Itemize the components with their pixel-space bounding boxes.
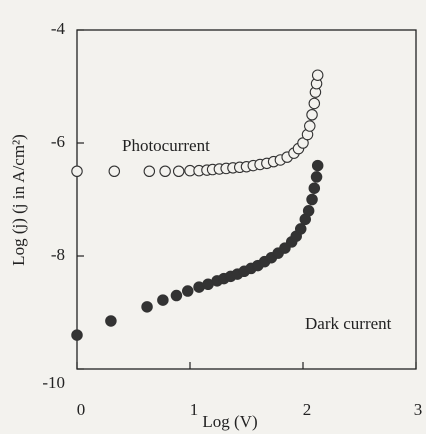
point bbox=[71, 329, 83, 341]
x-tick-label: 3 bbox=[414, 400, 423, 419]
y-tick-label: -10 bbox=[42, 373, 65, 392]
point bbox=[172, 165, 185, 178]
x-axis-label: Log (V) bbox=[202, 412, 257, 431]
plot-frame bbox=[76, 29, 417, 370]
point bbox=[108, 165, 121, 178]
point bbox=[306, 193, 318, 206]
point bbox=[170, 289, 183, 302]
y-tick-label: -4 bbox=[51, 19, 66, 38]
point bbox=[159, 165, 171, 178]
y-tick-label: -8 bbox=[51, 245, 65, 264]
x-tick-label: 2 bbox=[303, 400, 312, 419]
y-axis-label: Log (j) (j in A/cm²) bbox=[9, 134, 28, 266]
point bbox=[308, 182, 321, 194]
point bbox=[308, 97, 321, 110]
point bbox=[311, 159, 324, 172]
point bbox=[181, 285, 194, 297]
point bbox=[294, 223, 307, 235]
point bbox=[157, 294, 169, 306]
annotation: Photocurrent bbox=[122, 136, 210, 155]
y-tick-label: -6 bbox=[51, 132, 65, 151]
point bbox=[143, 165, 156, 178]
point bbox=[71, 165, 83, 178]
point bbox=[141, 301, 153, 313]
point bbox=[302, 205, 315, 217]
point bbox=[105, 315, 117, 327]
point bbox=[306, 109, 318, 121]
point bbox=[310, 171, 323, 183]
x-tick-label: 1 bbox=[190, 400, 199, 419]
point bbox=[311, 69, 324, 81]
point bbox=[304, 120, 316, 132]
annotation: Dark current bbox=[305, 314, 392, 333]
x-tick-label: 0 bbox=[77, 400, 86, 419]
